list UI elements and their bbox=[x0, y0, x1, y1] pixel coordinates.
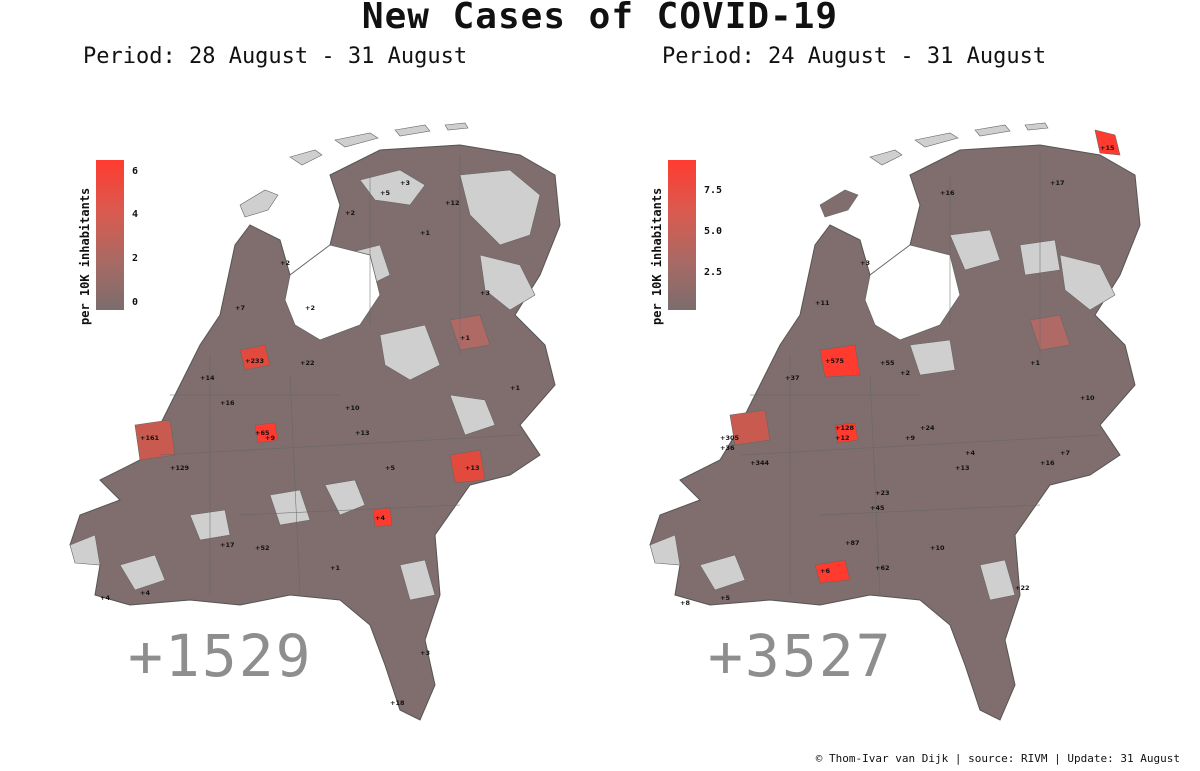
svg-text:+10: +10 bbox=[345, 404, 360, 412]
svg-text:+45: +45 bbox=[870, 504, 885, 512]
svg-text:+1: +1 bbox=[420, 229, 430, 237]
svg-text:+8: +8 bbox=[680, 599, 690, 607]
svg-text:+1: +1 bbox=[330, 564, 340, 572]
svg-text:+22: +22 bbox=[1015, 584, 1030, 592]
island-ameland bbox=[394, 124, 431, 137]
svg-text:+1: +1 bbox=[460, 334, 470, 342]
svg-text:+18: +18 bbox=[390, 699, 405, 707]
svg-text:+2: +2 bbox=[345, 209, 355, 217]
svg-text:+17: +17 bbox=[1050, 179, 1065, 187]
svg-text:+9: +9 bbox=[265, 434, 275, 442]
svg-text:+344: +344 bbox=[750, 459, 769, 467]
region-labels-left: +233 +161 +129 +65 +52 +22 +18 +17 +16 +… bbox=[100, 179, 520, 707]
figure-title: New Cases of COVID-19 bbox=[361, 0, 839, 37]
svg-text:+3: +3 bbox=[420, 649, 430, 657]
svg-text:+65: +65 bbox=[255, 429, 270, 437]
svg-text:+16: +16 bbox=[1040, 459, 1055, 467]
svg-text:+5: +5 bbox=[720, 594, 730, 602]
svg-text:+17: +17 bbox=[220, 541, 235, 549]
svg-text:+37: +37 bbox=[785, 374, 800, 382]
svg-text:+7: +7 bbox=[235, 304, 245, 312]
svg-text:+16: +16 bbox=[220, 399, 235, 407]
choropleth-map-left: +233 +161 +129 +65 +52 +22 +18 +17 +16 +… bbox=[40, 95, 600, 735]
svg-text:+23: +23 bbox=[875, 489, 890, 497]
netherlands-map-left: +233 +161 +129 +65 +52 +22 +18 +17 +16 +… bbox=[69, 122, 561, 721]
island-terschelling bbox=[334, 132, 379, 148]
legend-tick-left-1: 4 bbox=[132, 209, 139, 220]
svg-text:+5: +5 bbox=[380, 189, 390, 197]
svg-text:+2: +2 bbox=[900, 369, 910, 377]
svg-text:+15: +15 bbox=[1100, 144, 1115, 152]
svg-text:+13: +13 bbox=[355, 429, 370, 437]
netherlands-outline-left bbox=[69, 144, 561, 721]
svg-text:+1: +1 bbox=[1030, 359, 1040, 367]
svg-text:+1: +1 bbox=[510, 384, 520, 392]
svg-text:+10: +10 bbox=[930, 544, 945, 552]
svg-text:+128: +128 bbox=[835, 424, 854, 432]
svg-text:+13: +13 bbox=[465, 464, 480, 472]
period-label-right: Period: 24 August - 31 August bbox=[662, 44, 1047, 69]
svg-text:+24: +24 bbox=[920, 424, 935, 432]
netherlands-outline-right bbox=[649, 144, 1141, 721]
svg-text:+12: +12 bbox=[835, 434, 850, 442]
svg-text:+13: +13 bbox=[955, 464, 970, 472]
colorbar-left bbox=[96, 160, 124, 310]
legend-axis-label-left: per 10K inhabitants bbox=[78, 187, 92, 325]
legend-tick-right-2: 2.5 bbox=[704, 267, 723, 278]
svg-text:+52: +52 bbox=[255, 544, 270, 552]
island-vlieland bbox=[289, 149, 323, 166]
svg-text:+22: +22 bbox=[300, 359, 315, 367]
island-texel bbox=[239, 189, 279, 218]
legend-tick-left-0: 6 bbox=[132, 166, 139, 177]
svg-text:+10: +10 bbox=[1080, 394, 1095, 402]
legend-tick-right-0: 7.5 bbox=[704, 185, 723, 196]
svg-text:+233: +233 bbox=[245, 357, 264, 365]
svg-text:+4: +4 bbox=[140, 589, 150, 597]
svg-text:+4: +4 bbox=[100, 594, 110, 602]
legend-tick-left-2: 2 bbox=[132, 253, 139, 264]
svg-text:+55: +55 bbox=[880, 359, 895, 367]
total-cases-right: +3527 bbox=[708, 622, 893, 690]
svg-text:+6: +6 bbox=[820, 567, 830, 575]
svg-text:+5: +5 bbox=[385, 464, 395, 472]
svg-text:+87: +87 bbox=[845, 539, 860, 547]
svg-text:+4: +4 bbox=[375, 514, 385, 522]
svg-text:+4: +4 bbox=[965, 449, 975, 457]
svg-text:+12: +12 bbox=[445, 199, 460, 207]
svg-text:+2: +2 bbox=[280, 259, 290, 267]
svg-text:+3: +3 bbox=[860, 259, 870, 267]
svg-text:+3: +3 bbox=[400, 179, 410, 187]
legend-tick-left-3: 0 bbox=[132, 297, 139, 308]
svg-text:+14: +14 bbox=[200, 374, 215, 382]
svg-text:+129: +129 bbox=[170, 464, 189, 472]
svg-text:+62: +62 bbox=[875, 564, 890, 572]
netherlands-map-right: +575 +344 +305 +128 +87 +62 +55 +45 +37 … bbox=[649, 122, 1141, 721]
svg-text:+16: +16 bbox=[940, 189, 955, 197]
total-cases-left: +1529 bbox=[128, 622, 313, 690]
svg-text:+161: +161 bbox=[140, 434, 159, 442]
svg-text:+7: +7 bbox=[1060, 449, 1070, 457]
colorbar-right bbox=[668, 160, 696, 310]
legend-tick-right-1: 5.0 bbox=[704, 226, 723, 237]
svg-text:+11: +11 bbox=[815, 299, 830, 307]
island-schiermonnikoog bbox=[444, 122, 469, 131]
credits-footer: © Thom-Ivar van Dijk | source: RIVM | Up… bbox=[815, 752, 1180, 765]
period-label-left: Period: 28 August - 31 August bbox=[83, 44, 468, 69]
svg-text:+36: +36 bbox=[720, 444, 735, 452]
region-labels-right: +575 +344 +305 +128 +87 +62 +55 +45 +37 … bbox=[680, 144, 1115, 607]
svg-text:+3: +3 bbox=[480, 289, 490, 297]
svg-text:+9: +9 bbox=[905, 434, 915, 442]
svg-text:+2: +2 bbox=[305, 304, 315, 312]
legend-axis-label-right: per 10K inhabitants bbox=[650, 187, 664, 325]
choropleth-map-right: +575 +344 +305 +128 +87 +62 +55 +45 +37 … bbox=[620, 95, 1180, 735]
svg-text:+305: +305 bbox=[720, 434, 739, 442]
svg-text:+575: +575 bbox=[825, 357, 844, 365]
